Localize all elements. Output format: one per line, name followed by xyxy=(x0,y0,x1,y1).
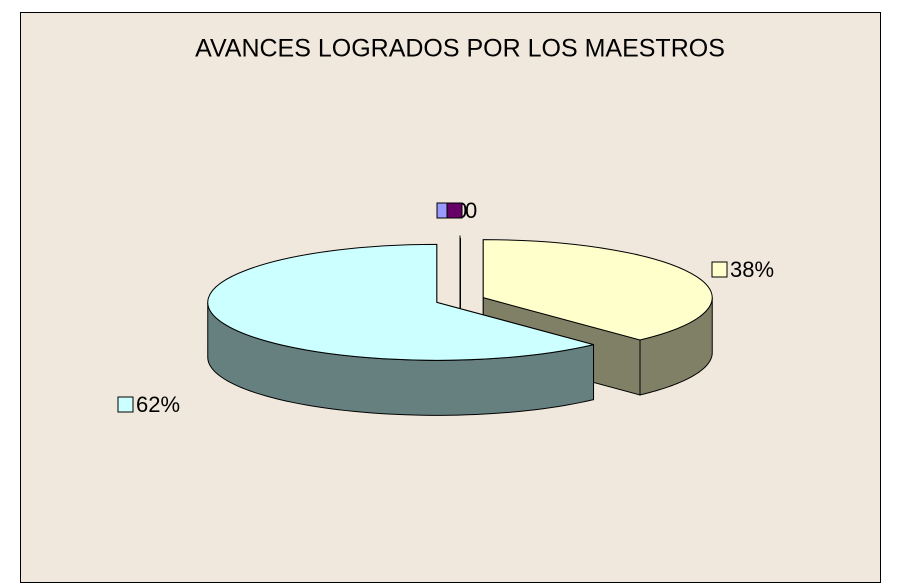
chart-title: AVANCES LOGRADOS POR LOS MAESTROS xyxy=(195,35,725,63)
label-key xyxy=(117,396,134,413)
chart-area xyxy=(20,12,881,583)
data-labels: 38%62%00 xyxy=(117,198,774,417)
pie-tops xyxy=(207,235,713,361)
slice xyxy=(207,243,594,361)
label-key xyxy=(446,202,463,219)
label-key xyxy=(711,261,728,278)
data-label: 0 xyxy=(465,198,477,223)
data-label: 62% xyxy=(136,392,180,417)
slice xyxy=(482,239,713,341)
data-label: 38% xyxy=(730,257,774,282)
